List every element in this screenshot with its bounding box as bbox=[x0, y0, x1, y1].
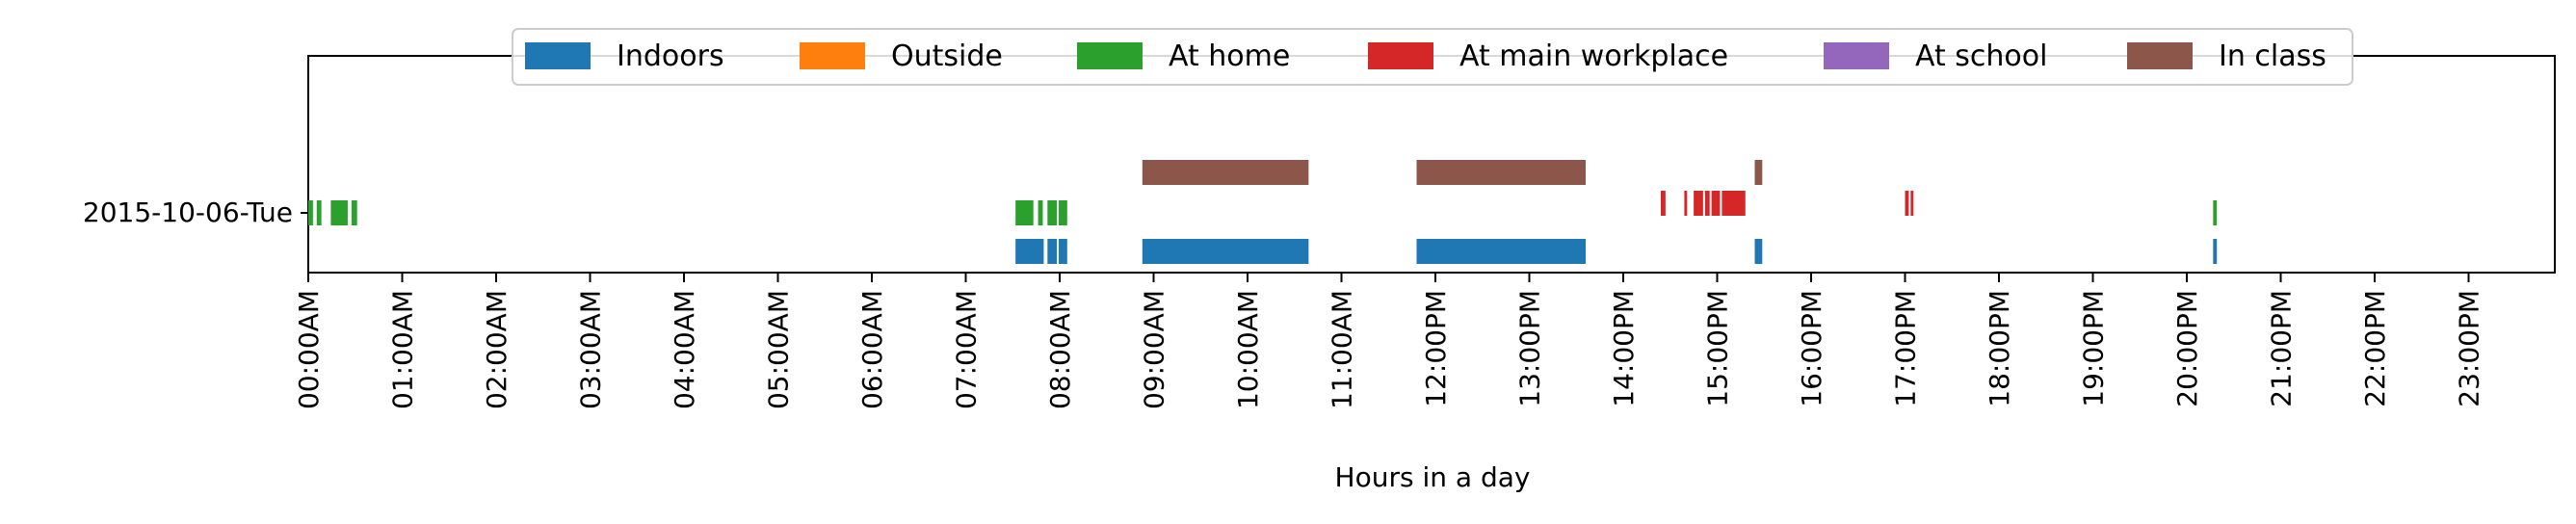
x-tick-label: 13:00PM bbox=[1514, 290, 1546, 407]
bar-at-home bbox=[1038, 200, 1043, 225]
x-tick-label: 22:00PM bbox=[2359, 290, 2391, 407]
x-tick-label: 23:00PM bbox=[2454, 290, 2485, 407]
x-tick-label: 06:00AM bbox=[856, 290, 888, 409]
x-tick-label: 08:00AM bbox=[1044, 290, 1076, 409]
x-tick-label: 02:00AM bbox=[481, 290, 513, 409]
x-tick-label: 11:00AM bbox=[1327, 290, 1358, 409]
legend-swatch-in-class bbox=[2127, 42, 2193, 69]
bar-indoors bbox=[1059, 239, 1067, 264]
y-tick-label: 2015-10-06-Tue bbox=[83, 196, 293, 228]
x-tick-label: 16:00PM bbox=[1796, 290, 1827, 407]
legend-swatch-indoors bbox=[525, 42, 591, 69]
bar-indoors bbox=[2213, 239, 2218, 264]
x-tick-label: 07:00AM bbox=[951, 290, 983, 409]
x-tick-label: 10:00AM bbox=[1232, 290, 1264, 409]
x-tick-label: 12:00PM bbox=[1420, 290, 1452, 407]
x-tick-label: 18:00PM bbox=[1984, 290, 2015, 407]
x-tick-label: 14:00PM bbox=[1608, 290, 1640, 407]
x-tick-label: 15:00PM bbox=[1702, 290, 1734, 407]
x-tick-label: 04:00AM bbox=[669, 290, 700, 409]
x-tick-label: 19:00PM bbox=[2078, 290, 2110, 407]
bar-at-main-workplace bbox=[1722, 191, 1746, 216]
bar-at-home bbox=[2213, 200, 2218, 225]
bar-at-home bbox=[351, 200, 357, 225]
x-tick-label: 01:00AM bbox=[387, 290, 419, 409]
legend-label-at-main-workplace: At main workplace bbox=[1459, 39, 1728, 73]
bar-at-home bbox=[1015, 200, 1034, 225]
x-tick-label: 09:00AM bbox=[1139, 290, 1170, 409]
bar-indoors bbox=[1142, 239, 1309, 264]
x-tick-label: 03:00AM bbox=[575, 290, 607, 409]
legend-label-at-home: At home bbox=[1169, 39, 1290, 73]
bar-at-home bbox=[1059, 200, 1067, 225]
bar-at-main-workplace bbox=[1905, 191, 1909, 216]
bar-at-main-workplace bbox=[1661, 191, 1666, 216]
bar-at-home bbox=[308, 200, 313, 225]
legend-swatch-at-school bbox=[1824, 42, 1889, 69]
legend-label-indoors: Indoors bbox=[617, 39, 724, 73]
bar-indoors bbox=[1416, 239, 1586, 264]
legend-label-at-school: At school bbox=[1915, 39, 2047, 73]
bar-indoors bbox=[1754, 239, 1763, 264]
bar-at-home bbox=[1047, 200, 1058, 225]
legend: Indoors Outside At home At main workplace At… bbox=[512, 28, 2353, 86]
bar-in-class bbox=[1754, 160, 1763, 185]
legend-label-in-class: In class bbox=[2219, 39, 2326, 73]
bar-at-main-workplace bbox=[1684, 191, 1688, 216]
legend-swatch-at-home bbox=[1077, 42, 1143, 69]
bar-in-class bbox=[1416, 160, 1586, 185]
bar-at-main-workplace bbox=[1704, 191, 1710, 216]
x-tick-label: 20:00PM bbox=[2171, 290, 2203, 407]
legend-label-outside: Outside bbox=[891, 39, 1003, 73]
x-axis-label: Hours in a day bbox=[1335, 461, 1531, 493]
bar-at-main-workplace bbox=[1910, 191, 1914, 216]
x-tick-label: 05:00AM bbox=[763, 290, 795, 409]
bar-at-home bbox=[330, 200, 348, 225]
legend-swatch-at-main-workplace bbox=[1368, 42, 1433, 69]
bar-indoors bbox=[1015, 239, 1044, 264]
x-tick-label: 21:00PM bbox=[2266, 290, 2298, 407]
bar-at-home bbox=[316, 200, 322, 225]
legend-swatch-outside bbox=[800, 42, 865, 69]
bar-in-class bbox=[1142, 160, 1309, 185]
bar-at-main-workplace bbox=[1694, 191, 1703, 216]
x-tick-label: 17:00PM bbox=[1890, 290, 1922, 407]
bar-at-main-workplace bbox=[1711, 191, 1721, 216]
x-tick-label: 00:00AM bbox=[293, 290, 325, 409]
bar-indoors bbox=[1047, 239, 1058, 264]
